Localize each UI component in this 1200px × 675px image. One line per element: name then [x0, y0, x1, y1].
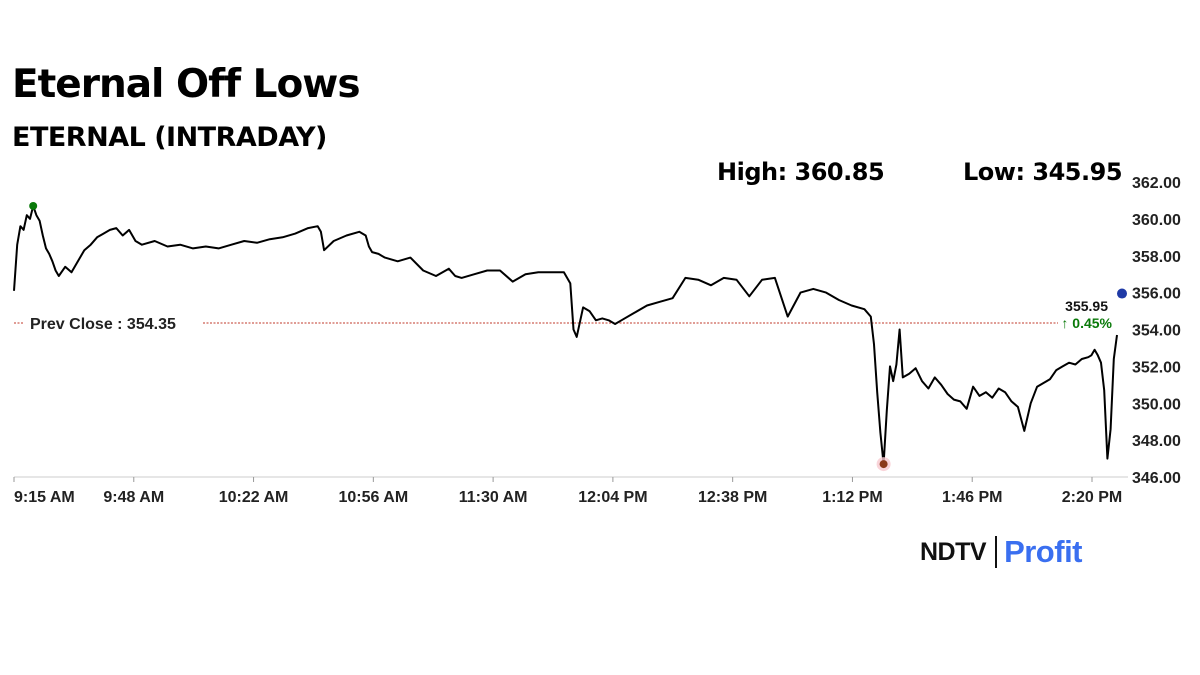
last-value-bg	[1058, 313, 1114, 332]
x-tick-label: 12:04 PM	[578, 489, 647, 506]
logo-divider	[995, 536, 998, 568]
change-label: ↑ 0.45%	[1061, 315, 1112, 331]
y-tick-label: 362.00	[1132, 175, 1181, 192]
x-tick-label: 9:15 AM	[14, 489, 75, 506]
y-tick-label: 356.00	[1132, 286, 1181, 303]
low-marker	[879, 460, 888, 469]
x-tick-label: 1:46 PM	[942, 489, 1002, 506]
y-tick-label: 360.00	[1132, 212, 1181, 229]
y-tick-label: 358.00	[1132, 249, 1181, 266]
last-price-marker	[1117, 288, 1127, 299]
price-series-line	[13, 205, 1118, 466]
x-tick-label: 1:12 PM	[822, 489, 882, 506]
y-tick-label: 352.00	[1132, 359, 1181, 376]
chart-subtitle: ETERNAL (INTRADAY)	[12, 122, 327, 153]
x-tick-label: 10:56 AM	[339, 489, 409, 506]
x-tick-label: 11:30 AM	[459, 489, 528, 506]
high-label: High: 360.85	[717, 158, 885, 186]
prev-close-label-bg	[24, 313, 202, 334]
prev-close-label: Prev Close : 354.35	[30, 316, 176, 333]
y-axis-ticks: 362.00 360.00 358.00 356.00 354.00 352.00 350.…	[1132, 175, 1181, 487]
x-tick-label: 9:48 AM	[103, 489, 164, 506]
x-tick-label: 12:38 PM	[698, 489, 767, 506]
high-marker	[29, 201, 38, 210]
logo-profit: Profit	[1004, 534, 1082, 569]
low-label: Low: 345.95	[963, 158, 1123, 186]
y-tick-label: 350.00	[1132, 396, 1181, 413]
x-axis-ticks: 9:15 AM 9:48 AM 10:22 AM 10:56 AM 11:30 AM 12…	[13, 477, 1122, 506]
x-tick-label: 10:22 AM	[219, 489, 289, 506]
last-value-label: 355.95	[1065, 298, 1108, 314]
y-tick-label: 354.00	[1132, 323, 1181, 340]
y-tick-label: 346.00	[1132, 470, 1181, 487]
ndtv-profit-logo: NDTV Profit	[920, 534, 1082, 570]
page-title: Eternal Off Lows	[12, 62, 361, 107]
x-tick-label: 2:20 PM	[1062, 489, 1122, 506]
y-tick-label: 348.00	[1132, 433, 1181, 450]
logo-ndtv: NDTV	[920, 537, 987, 566]
